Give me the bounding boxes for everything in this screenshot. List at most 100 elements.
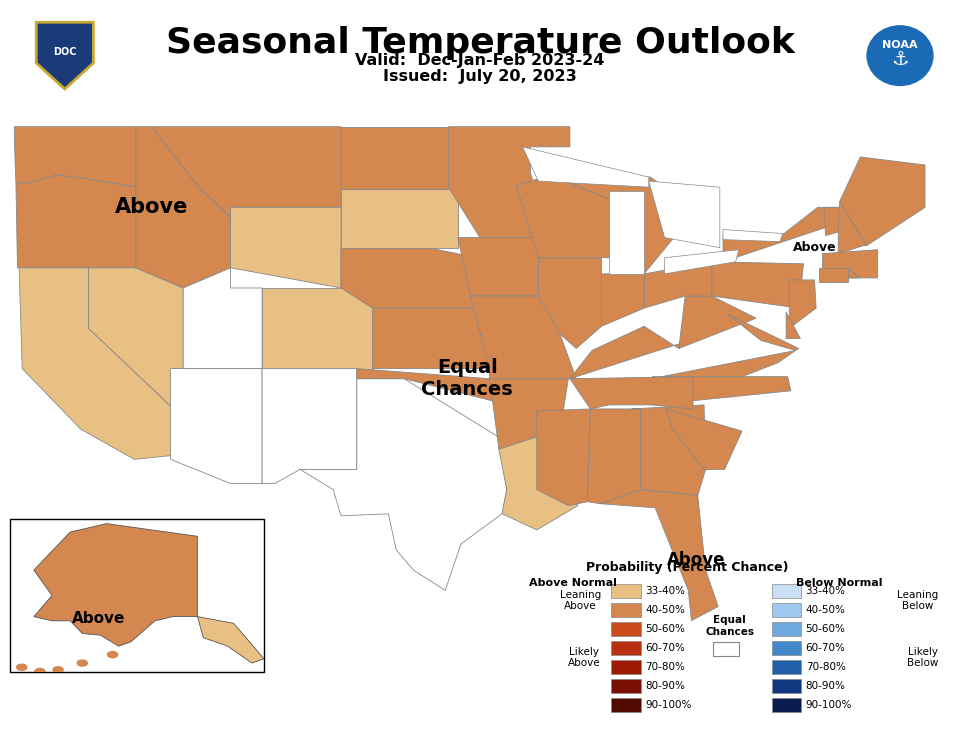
Polygon shape <box>490 378 568 449</box>
Polygon shape <box>679 296 756 349</box>
Text: 40-50%: 40-50% <box>805 605 846 615</box>
Polygon shape <box>588 409 641 504</box>
FancyBboxPatch shape <box>10 519 264 672</box>
Polygon shape <box>664 249 739 274</box>
Polygon shape <box>602 274 644 326</box>
Text: Below Normal: Below Normal <box>796 578 882 588</box>
Polygon shape <box>610 191 644 274</box>
Text: Probability (Percent Chance): Probability (Percent Chance) <box>587 562 788 574</box>
Circle shape <box>53 667 63 673</box>
Polygon shape <box>652 377 791 405</box>
Polygon shape <box>262 288 372 369</box>
Polygon shape <box>300 378 507 591</box>
Polygon shape <box>499 429 578 530</box>
Polygon shape <box>262 369 357 484</box>
Polygon shape <box>19 268 174 459</box>
Bar <box>772 679 802 693</box>
Text: 50-60%: 50-60% <box>645 624 685 634</box>
Polygon shape <box>666 409 742 470</box>
Polygon shape <box>341 248 478 308</box>
Polygon shape <box>644 262 712 308</box>
Polygon shape <box>34 524 198 646</box>
Polygon shape <box>789 280 816 328</box>
Polygon shape <box>458 237 546 296</box>
Text: 80-90%: 80-90% <box>645 681 685 691</box>
Bar <box>612 641 641 655</box>
Text: 60-70%: 60-70% <box>805 643 846 653</box>
Text: Seasonal Temperature Outlook: Seasonal Temperature Outlook <box>165 26 795 60</box>
Polygon shape <box>786 312 801 338</box>
Polygon shape <box>632 405 706 496</box>
Text: 33-40%: 33-40% <box>645 585 685 596</box>
Text: Above: Above <box>793 241 836 255</box>
Text: 40-50%: 40-50% <box>645 605 685 615</box>
Polygon shape <box>198 617 264 663</box>
Polygon shape <box>823 249 877 278</box>
Polygon shape <box>152 127 341 217</box>
Polygon shape <box>537 409 590 506</box>
Bar <box>612 698 641 712</box>
Polygon shape <box>183 268 262 369</box>
Polygon shape <box>840 157 925 246</box>
Bar <box>772 660 802 674</box>
Polygon shape <box>522 147 649 187</box>
Polygon shape <box>819 268 848 282</box>
Polygon shape <box>470 296 576 378</box>
Text: Valid:  Dec-Jan-Feb 2023-24: Valid: Dec-Jan-Feb 2023-24 <box>355 53 605 68</box>
Text: Leaning
Below: Leaning Below <box>898 589 939 611</box>
Polygon shape <box>16 175 136 268</box>
Polygon shape <box>723 229 783 242</box>
Polygon shape <box>372 308 490 369</box>
Polygon shape <box>728 314 799 350</box>
Text: DOC: DOC <box>53 47 77 57</box>
Circle shape <box>77 660 87 666</box>
Polygon shape <box>14 127 136 187</box>
Text: 70-80%: 70-80% <box>805 662 846 672</box>
Text: Likely
Below: Likely Below <box>907 646 939 669</box>
Text: 70-80%: 70-80% <box>645 662 685 672</box>
Text: Likely
Above: Likely Above <box>568 646 601 669</box>
Text: Issued:  July 20, 2023: Issued: July 20, 2023 <box>383 69 577 84</box>
Polygon shape <box>88 268 183 409</box>
Polygon shape <box>838 201 867 254</box>
Text: Equal
Chances: Equal Chances <box>705 615 755 637</box>
Bar <box>772 622 802 636</box>
Polygon shape <box>600 490 718 620</box>
Text: Above: Above <box>115 197 188 217</box>
Polygon shape <box>723 207 854 262</box>
Bar <box>772 584 802 598</box>
Text: 80-90%: 80-90% <box>805 681 846 691</box>
Polygon shape <box>171 369 262 484</box>
Bar <box>612 603 641 617</box>
Text: Above: Above <box>667 551 726 569</box>
Circle shape <box>35 669 45 674</box>
Polygon shape <box>36 22 93 89</box>
Bar <box>772 641 802 655</box>
Polygon shape <box>848 268 860 278</box>
Polygon shape <box>341 189 458 248</box>
Text: Equal
Chances: Equal Chances <box>421 358 514 399</box>
Polygon shape <box>824 207 854 235</box>
Polygon shape <box>712 262 804 308</box>
Text: Above: Above <box>72 611 126 626</box>
Polygon shape <box>570 377 693 409</box>
Polygon shape <box>448 127 570 237</box>
Bar <box>612 679 641 693</box>
Text: Leaning
Above: Leaning Above <box>560 589 601 611</box>
Polygon shape <box>341 127 458 189</box>
Polygon shape <box>539 257 602 349</box>
Text: 90-100%: 90-100% <box>805 700 852 710</box>
Bar <box>772 603 802 617</box>
Text: ⚓: ⚓ <box>891 50 909 69</box>
Circle shape <box>865 24 935 88</box>
Text: 90-100%: 90-100% <box>645 700 691 710</box>
Circle shape <box>108 651 118 657</box>
Bar <box>612 660 641 674</box>
Polygon shape <box>570 326 690 378</box>
Bar <box>772 698 802 712</box>
Text: 50-60%: 50-60% <box>805 624 846 634</box>
Text: NOAA: NOAA <box>882 39 918 50</box>
Text: 60-70%: 60-70% <box>645 643 685 653</box>
Polygon shape <box>357 369 492 401</box>
Polygon shape <box>230 207 341 288</box>
